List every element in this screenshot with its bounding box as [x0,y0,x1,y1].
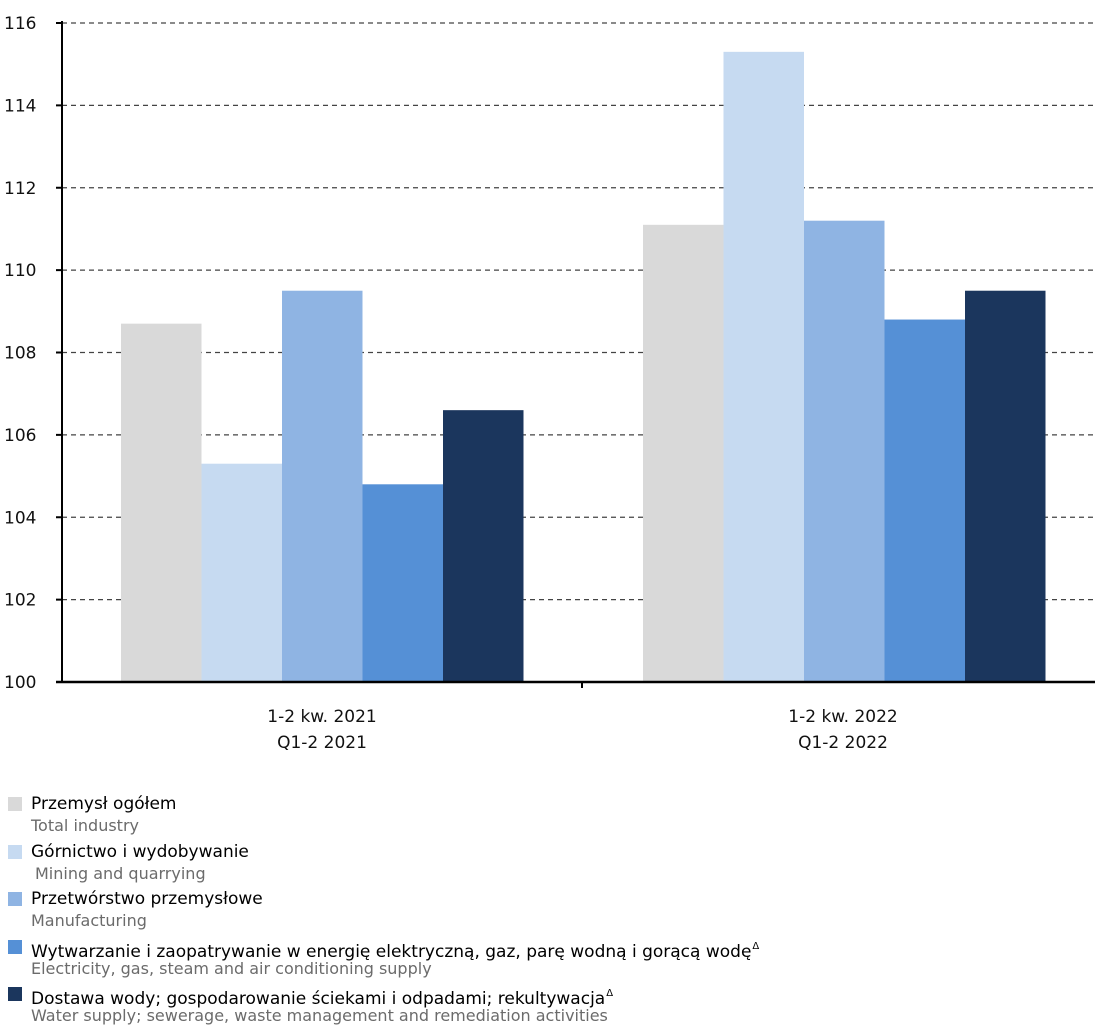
legend-item-mining: Górnictwo i wydobywanie Mining and quarr… [8,840,1088,888]
legend-label-pl: Górnictwo i wydobywanie [31,841,249,862]
x-axis-category-labels: 1-2 kw. 2021 Q1-2 2021 1-2 kw. 2022 Q1-2 20… [267,707,897,753]
legend-swatch [8,939,22,954]
legend-item-electricity: Wytwarzanie i zaopatrywanie w energię el… [8,935,1088,983]
legend-swatch [8,797,22,811]
bar [804,220,885,682]
legend-swatch [8,987,22,1001]
y-tick-label: 112 [4,179,36,199]
legend-swatch [8,844,22,859]
legend: Przemysł ogółem Total industry Górnictwo… [8,792,1088,1030]
y-tick-label: 116 [4,14,36,34]
legend-item-total-industry: Przemysł ogółem Total industry [8,792,1088,840]
legend-label-pl: Dostawa wody; gospodarowanie ściekami i … [31,982,613,1011]
bar [282,290,363,682]
bar [362,484,443,682]
legend-label-en: Electricity, gas, steam and air conditio… [31,958,432,978]
x-category-sublabel: Q1-2 2021 [277,733,367,753]
legend-item-water-supply: Dostawa wody; gospodarowanie ściekami i … [8,982,1088,1030]
legend-label-pl: Wytwarzanie i zaopatrywanie w energię el… [31,935,759,964]
bar [443,410,524,682]
x-category-label: 1-2 kw. 2021 [267,707,376,727]
bar [121,323,202,682]
delta-mark: Δ [752,940,760,952]
legend-label-text: Wytwarzanie i zaopatrywanie w energię el… [31,941,752,962]
legend-label-en: Manufacturing [31,911,147,930]
y-axis-tick-labels: 100 102 104 106 108 110 112 114 116 [4,14,36,693]
bar [643,224,724,682]
bar-chart: 100 102 104 106 108 110 112 114 116 1-2 kw. 2021… [4,14,1095,753]
x-category-sublabel: Q1-2 2022 [798,733,888,753]
delta-mark: Δ [606,988,614,999]
y-tick-label: 102 [4,591,36,611]
legend-label-en: Total industry [31,816,139,835]
axes [56,21,1095,688]
y-tick-label: 106 [4,426,36,446]
legend-label-en: Water supply; sewerage, waste management… [31,1006,608,1025]
legend-label-en: Mining and quarrying [35,863,206,883]
bar [201,463,282,682]
legend-label-pl: Przetwórstwo przemysłowe [31,889,263,909]
y-tick-label: 104 [4,508,36,528]
bars [121,51,1046,683]
legend-swatch [8,892,22,906]
bar [965,290,1046,682]
y-tick-label: 110 [4,261,36,281]
bar [884,319,965,682]
y-tick-label: 108 [4,344,36,364]
bar [723,51,804,683]
y-tick-label: 114 [4,96,36,116]
legend-label-text: Dostawa wody; gospodarowanie ściekami i … [31,989,606,1009]
x-category-label: 1-2 kw. 2022 [788,707,897,727]
y-tick-label: 100 [4,673,36,693]
legend-item-manufacturing: Przetwórstwo przemysłowe Manufacturing [8,887,1088,935]
legend-label-pl: Przemysł ogółem [31,794,177,814]
